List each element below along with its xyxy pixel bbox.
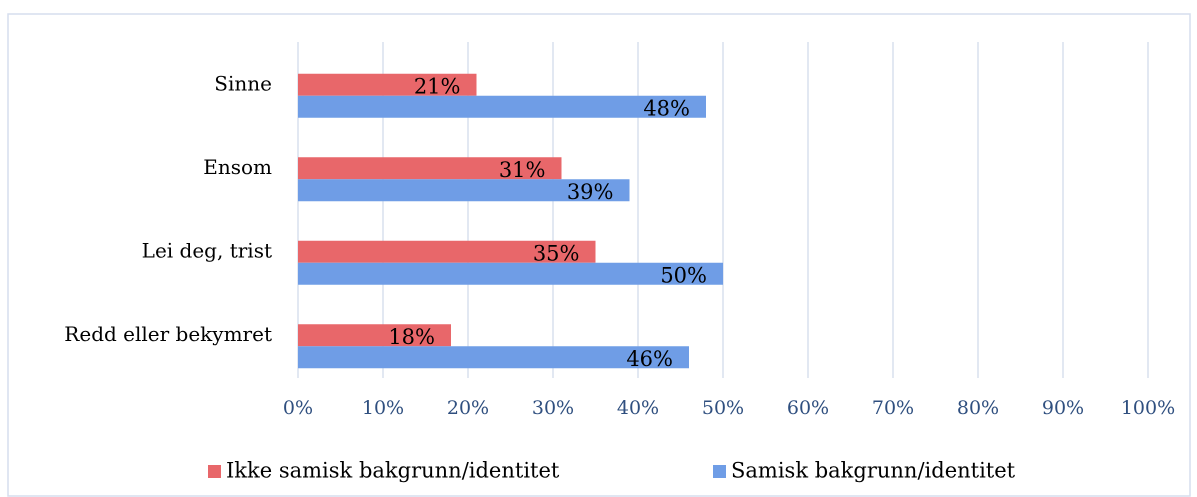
legend-swatch <box>713 465 726 478</box>
x-tick-label: 70% <box>872 397 914 419</box>
bar <box>298 73 477 96</box>
data-label: 21% <box>414 74 461 98</box>
x-tick-label: 0% <box>283 397 313 419</box>
x-tick-label: 80% <box>957 397 999 419</box>
y-tick-label: Lei deg, trist <box>142 238 272 262</box>
data-label: 35% <box>533 241 580 265</box>
bar <box>298 346 689 369</box>
data-label: 46% <box>626 347 673 371</box>
bar <box>298 179 630 202</box>
data-label: 31% <box>499 158 546 182</box>
y-tick-label: Sinne <box>214 71 272 95</box>
chart-border <box>7 13 1191 497</box>
x-tick-label: 40% <box>617 397 659 419</box>
bar <box>298 95 706 118</box>
bar <box>298 262 723 285</box>
x-tick-label: 20% <box>447 397 489 419</box>
legend-label: Samisk bakgrunn/identitet <box>731 459 1016 483</box>
x-tick-label: 30% <box>532 397 574 419</box>
y-tick-label: Ensom <box>203 155 272 179</box>
x-tick-label: 60% <box>787 397 829 419</box>
legend-swatch <box>208 465 221 478</box>
x-tick-label: 50% <box>702 397 744 419</box>
y-tick-label: Redd eller bekymret <box>64 322 272 346</box>
data-label: 39% <box>567 180 614 204</box>
bar <box>298 324 451 347</box>
legend-label: Ikke samisk bakgrunn/identitet <box>226 459 560 483</box>
bar <box>298 157 562 180</box>
data-label: 48% <box>643 96 690 120</box>
x-tick-label: 90% <box>1042 397 1084 419</box>
data-label: 18% <box>388 325 435 349</box>
bar <box>298 240 596 263</box>
data-label: 50% <box>660 263 707 287</box>
x-tick-label: 100% <box>1121 397 1175 419</box>
x-tick-label: 10% <box>362 397 404 419</box>
